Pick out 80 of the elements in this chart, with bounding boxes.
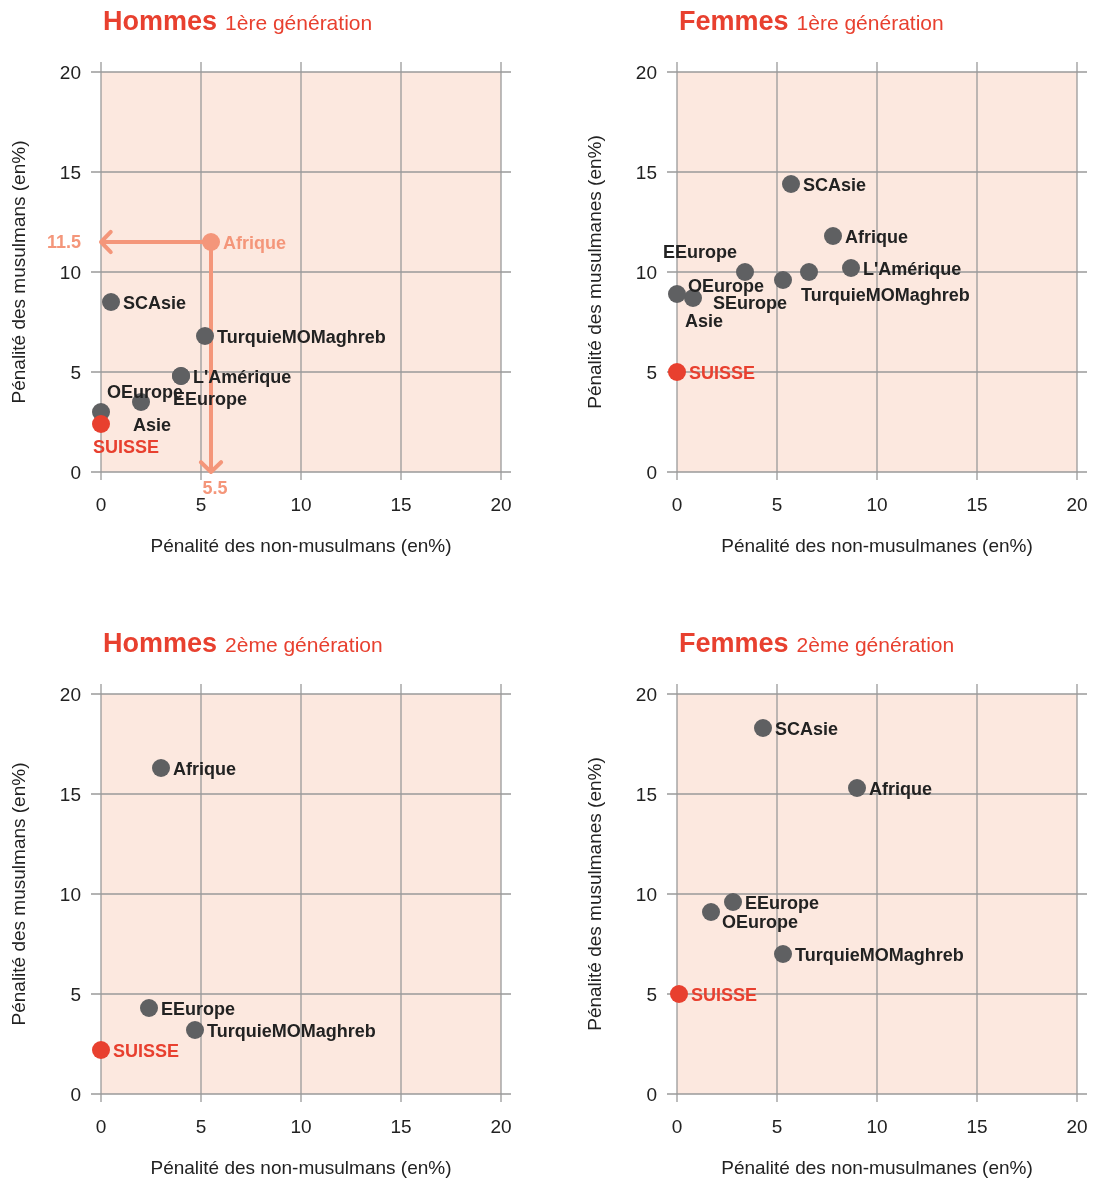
y-axis-title: Pénalité des musulmanes (en%) <box>584 135 605 409</box>
y-tick-label: 20 <box>635 684 657 705</box>
series-label: EEurope <box>662 242 737 262</box>
series-label: TurquieMOMaghreb <box>795 945 964 965</box>
x-tick-label: 20 <box>1066 1116 1088 1137</box>
chart-title: Hommes <box>103 6 218 36</box>
y-tick-label: 10 <box>59 884 81 905</box>
y-tick-label: 0 <box>646 1084 657 1105</box>
y-tick-label: 0 <box>70 462 81 483</box>
annotation: 11.5 <box>46 232 81 252</box>
series-label: SUISSE <box>93 437 160 457</box>
series-label: SUISSE <box>691 985 758 1005</box>
y-tick-label: 20 <box>59 62 81 83</box>
x-tick-label: 10 <box>290 1116 312 1137</box>
x-tick-label: 10 <box>866 494 888 515</box>
x-tick-label: 15 <box>390 1116 412 1137</box>
y-tick-label: 5 <box>646 362 657 383</box>
y-tick-label: 10 <box>635 884 657 905</box>
x-tick-label: 5 <box>195 1116 207 1137</box>
chart-subtitle: 2ème génération <box>796 633 955 656</box>
series-label: L'Amérique <box>193 367 292 387</box>
series-label: Afrique <box>869 779 932 799</box>
series-label: EEurope <box>745 893 820 913</box>
x-tick-label: 15 <box>966 1116 988 1137</box>
series-label: Asie <box>685 311 724 331</box>
series-label: SCAsie <box>775 719 839 739</box>
y-axis-title: Pénalité des musulmanes (en%) <box>584 757 605 1031</box>
x-tick-label: 20 <box>1066 494 1088 515</box>
x-tick-label: 0 <box>95 1116 107 1137</box>
series-label: SCAsie <box>803 175 867 195</box>
series-label: TurquieMOMaghreb <box>217 327 386 347</box>
chart-subtitle: 2ème génération <box>225 633 383 656</box>
x-axis-title: Pénalité des non-musulmanes (en%) <box>721 535 1033 556</box>
x-tick-label: 20 <box>490 494 512 515</box>
series-label: EEurope <box>161 999 236 1019</box>
y-tick-label: 15 <box>59 162 81 183</box>
x-tick-label: 15 <box>390 494 412 515</box>
series-label: SCAsie <box>123 293 187 313</box>
chart-title: Hommes <box>103 628 218 658</box>
x-tick-label: 0 <box>671 494 683 515</box>
series-label: TurquieMOMaghreb <box>801 285 970 305</box>
y-tick-label: 20 <box>59 684 81 705</box>
series-label: Afrique <box>845 227 908 247</box>
x-axis-title: Pénalité des non-musulmanes (en%) <box>721 1157 1033 1178</box>
chart-title: Femmes <box>679 628 789 658</box>
x-tick-label: 15 <box>966 494 988 515</box>
series-label: Asie <box>133 415 172 435</box>
chart-title: Femmes <box>679 6 789 36</box>
x-tick-label: 5 <box>771 494 783 515</box>
x-tick-label: 0 <box>95 494 107 515</box>
x-tick-label: 20 <box>490 1116 512 1137</box>
y-axis-title: Pénalité des musulmans (en%) <box>8 140 29 404</box>
y-tick-label: 5 <box>646 984 657 1005</box>
x-tick-label: 0 <box>671 1116 683 1137</box>
y-tick-label: 0 <box>646 462 657 483</box>
chart-subtitle: 1ère génération <box>225 11 373 34</box>
x-axis-title: Pénalité des non-musulmans (en%) <box>150 535 452 556</box>
series-label: Afrique <box>223 233 286 253</box>
y-tick-label: 5 <box>70 362 81 383</box>
series-label: Afrique <box>173 759 236 779</box>
y-tick-label: 15 <box>635 162 657 183</box>
y-tick-label: 10 <box>635 262 657 283</box>
y-tick-label: 20 <box>635 62 657 83</box>
x-tick-label: 10 <box>866 1116 888 1137</box>
y-tick-label: 15 <box>59 784 81 805</box>
series-label: TurquieMOMaghreb <box>207 1021 376 1041</box>
chart-subtitle: 1ère génération <box>796 11 944 34</box>
series-label: SUISSE <box>689 363 756 383</box>
x-axis-title: Pénalité des non-musulmans (en%) <box>150 1157 452 1178</box>
y-tick-label: 5 <box>70 984 81 1005</box>
y-tick-label: 0 <box>70 1084 81 1105</box>
series-label: OEurope <box>688 276 765 296</box>
y-tick-label: 15 <box>635 784 657 805</box>
x-tick-label: 10 <box>290 494 312 515</box>
series-label: OEurope <box>722 912 799 932</box>
series-label: L'Amérique <box>863 259 962 279</box>
y-tick-label: 10 <box>59 262 81 283</box>
series-label: SUISSE <box>113 1041 180 1061</box>
y-axis-title: Pénalité des musulmans (en%) <box>8 762 29 1026</box>
x-tick-label: 5 <box>771 1116 783 1137</box>
